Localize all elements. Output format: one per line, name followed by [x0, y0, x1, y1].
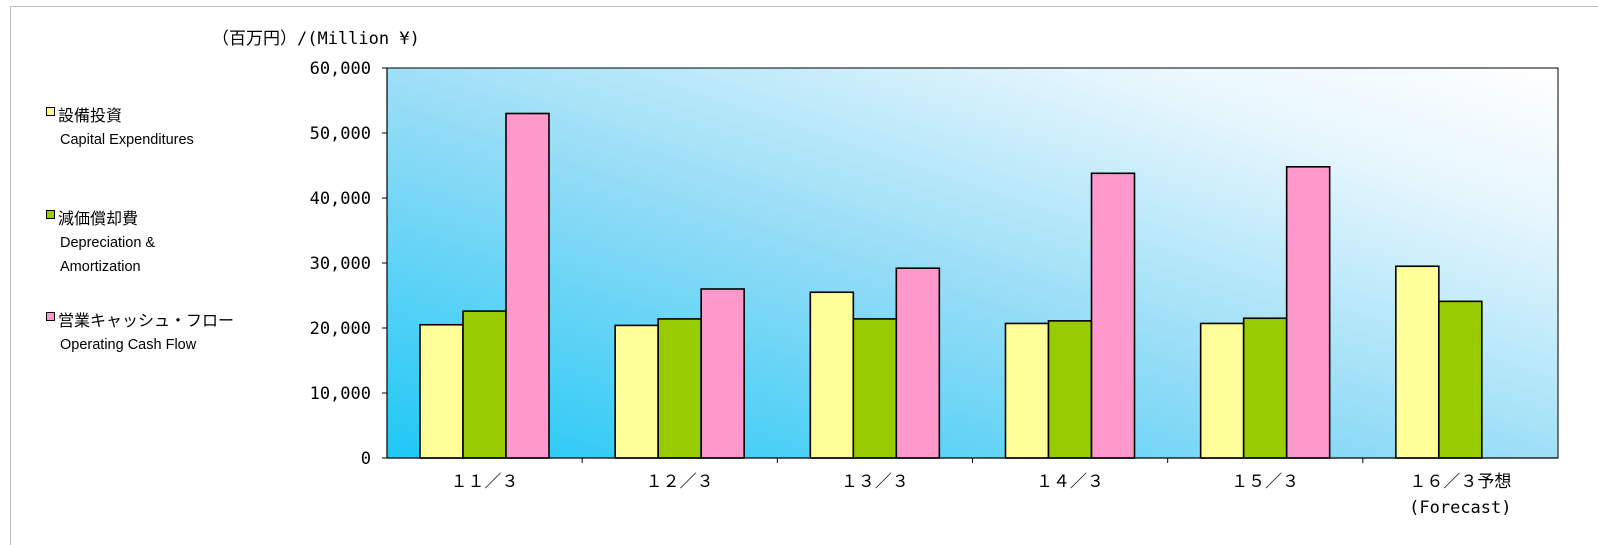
y-tick-label: 60,000	[310, 59, 371, 79]
bar-operating-cf	[1090, 172, 1136, 459]
legend-label-en: Capital Expenditures	[60, 132, 194, 148]
bar-operating-cf	[505, 112, 550, 459]
y-tick-label: 10,000	[310, 384, 371, 404]
bar-depreciation	[657, 318, 702, 459]
x-tick-label: １５／３	[1231, 472, 1299, 492]
x-tick-label: １６／３予想	[1409, 472, 1511, 492]
legend-label-en: Operating Cash Flow	[60, 337, 197, 353]
bar-depreciation	[852, 318, 898, 459]
x-tick-label: １４／３	[1036, 472, 1104, 492]
bar-capex	[419, 323, 464, 459]
chart-frame	[10, 6, 1598, 545]
bar-depreciation	[1242, 317, 1288, 459]
bar-capex	[1395, 265, 1440, 459]
legend-swatch-depreciation	[46, 210, 55, 219]
y-tick-label: 30,000	[310, 254, 371, 274]
x-tick-label: １２／３	[646, 472, 714, 492]
bar-capex	[809, 291, 855, 459]
bar-depreciation	[462, 310, 507, 459]
y-tick-label: 50,000	[310, 124, 371, 144]
y-tick-label: 0	[361, 449, 371, 469]
y-tick-label: 40,000	[310, 189, 371, 209]
x-tick-sublabel: (Forecast)	[1409, 498, 1511, 518]
legend-label-jp: 減価償却費	[58, 209, 139, 228]
legend-label-en: Depreciation & Amortization	[60, 235, 156, 275]
bar-operating-cf	[700, 288, 745, 459]
legend-swatch-capex	[46, 107, 55, 116]
bar-operating-cf	[1285, 166, 1331, 459]
legend-label-jp: 設備投資	[58, 106, 123, 125]
bar-capex	[614, 324, 659, 459]
y-tick-label: 20,000	[310, 319, 371, 339]
legend-swatch-operating-cf	[46, 312, 55, 321]
x-tick-label: １３／３	[841, 472, 909, 492]
x-tick-label: １１／３	[451, 472, 519, 492]
plot-area	[386, 67, 1559, 459]
bar-depreciation	[1047, 320, 1093, 459]
bar-depreciation	[1438, 300, 1483, 459]
bar-operating-cf	[895, 267, 941, 459]
bar-capex	[1199, 322, 1245, 459]
legend-label-jp: 営業キャッシュ・フロー	[58, 311, 235, 330]
bar-capex	[1004, 322, 1050, 459]
unit-label: （百万円）/(Million ¥)	[212, 29, 420, 49]
